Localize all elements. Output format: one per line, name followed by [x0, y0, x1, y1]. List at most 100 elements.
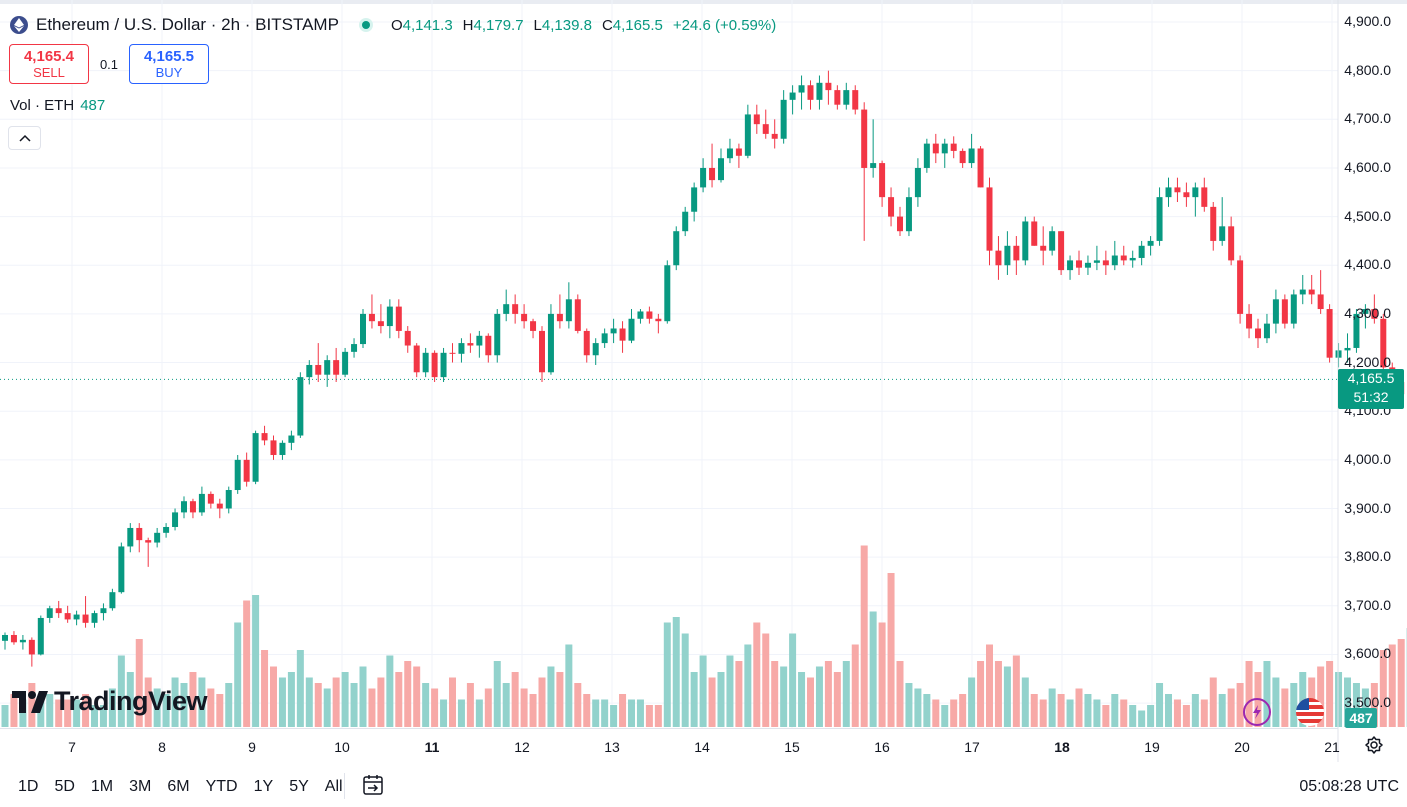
candle [1138, 240, 1145, 266]
symbol-legend: Ethereum / U.S. Dollar · 2h · BITSTAMP O… [10, 14, 776, 36]
range-button-1y[interactable]: 1Y [253, 778, 274, 795]
volume-bar [1218, 694, 1226, 727]
range-button-1m[interactable]: 1M [90, 778, 114, 795]
candle [977, 146, 984, 188]
volume-bar [82, 694, 90, 727]
volume-bar [10, 694, 18, 727]
buy-button[interactable]: 4,165.5 BUY [129, 44, 209, 84]
candle [986, 177, 993, 266]
volume-bar [422, 683, 430, 727]
candle [368, 294, 375, 329]
volume-bar [1165, 694, 1172, 727]
utc-clock[interactable]: 05:08:28 UTC [1299, 778, 1399, 795]
price-tick-label: 4,200.0 [1344, 353, 1391, 370]
candle [780, 90, 787, 144]
sell-button[interactable]: 4,165.4 SELL [9, 44, 89, 84]
settings-gear-icon[interactable] [1364, 735, 1384, 755]
volume-bar [1290, 683, 1298, 727]
volume-bar [1075, 688, 1083, 727]
volume-bar [511, 672, 519, 727]
volume-bar [323, 688, 331, 727]
ai-sparkle-icon[interactable] [1243, 698, 1271, 726]
candle [1290, 289, 1297, 329]
time-tick-label: 12 [514, 739, 530, 755]
volume-bar [117, 655, 125, 727]
symbol-title[interactable]: Ethereum / U.S. Dollar · 2h · BITSTAMP [36, 15, 339, 34]
candle [1084, 255, 1091, 275]
buy-price: 4,165.5 [143, 48, 195, 65]
volume-legend[interactable]: Vol · ETH 487 [10, 97, 105, 114]
volume-bar [108, 688, 116, 727]
candle [574, 294, 581, 334]
volume-bar [1111, 694, 1119, 727]
candle [1326, 304, 1333, 363]
candle [1147, 236, 1154, 256]
price-tick-label: 4,800.0 [1344, 61, 1391, 78]
candle [825, 70, 832, 105]
volume-bar [457, 699, 465, 727]
volume-bar [923, 694, 931, 727]
candle [1380, 313, 1387, 373]
volume-bar [601, 699, 609, 727]
range-button-1d[interactable]: 1D [18, 778, 39, 795]
range-button-3m[interactable]: 3M [129, 778, 152, 795]
candle [941, 138, 948, 168]
volume-bar [896, 661, 904, 727]
tradingview-logo[interactable]: TradingView [12, 686, 208, 717]
volume-bar [502, 683, 510, 727]
candle [118, 542, 125, 594]
candle [1344, 333, 1351, 363]
candle [136, 523, 143, 553]
range-button-ytd[interactable]: YTD [205, 778, 238, 795]
quantity-value[interactable]: 0.1 [99, 56, 119, 72]
trade-panel: 4,165.4 SELL 0.1 4,165.5 BUY [9, 44, 209, 84]
range-button-5d[interactable]: 5D [54, 778, 75, 795]
candle [1335, 343, 1342, 368]
candle [243, 452, 250, 487]
us-economic-calendar-icon[interactable] [1296, 698, 1324, 726]
go-to-date-icon[interactable] [362, 774, 384, 796]
candle [1317, 270, 1324, 314]
range-button-5y[interactable]: 5Y [289, 778, 309, 795]
volume-bar [1200, 699, 1208, 727]
candle [297, 372, 304, 438]
volume-bar [1245, 661, 1253, 727]
candle [530, 318, 537, 339]
range-button-6m[interactable]: 6M [167, 778, 190, 795]
candle [306, 360, 313, 385]
candle [628, 309, 635, 344]
volume-bar [968, 677, 976, 727]
volume-bar [234, 622, 242, 727]
price-tick-label: 3,800.0 [1344, 548, 1391, 565]
time-tick-label: 9 [248, 739, 256, 755]
candle [726, 138, 733, 164]
volume-bar [798, 672, 806, 727]
ohlc-values: O4,141.3 H4,179.7 L4,139.8 C4,165.5 +24.… [390, 16, 777, 34]
time-axis[interactable]: 7 8 9 10 11 12 13 14 15 16 17 18 19 20 21 [0, 728, 1340, 763]
candle [360, 309, 366, 348]
range-button-all[interactable]: All [324, 778, 343, 795]
candle [172, 508, 179, 531]
volume-bar [645, 705, 653, 727]
candle [351, 338, 358, 358]
volume-bar [207, 688, 215, 727]
volume-bar [950, 699, 958, 727]
volume-bar [270, 666, 277, 727]
volume-bar [547, 666, 555, 727]
candle [476, 330, 483, 358]
candle [1093, 245, 1100, 271]
candle [610, 318, 617, 344]
collapse-legend-button[interactable] [8, 126, 41, 150]
candle [1210, 202, 1217, 251]
volume-bar [842, 661, 850, 727]
candle [395, 299, 402, 339]
candle [404, 326, 411, 353]
volume-bar [440, 699, 448, 727]
candle [1040, 226, 1047, 266]
volume-bar [91, 705, 98, 727]
candle [798, 75, 805, 110]
candle [718, 148, 724, 183]
volume-bar [1102, 705, 1110, 727]
market-open-status-icon[interactable] [358, 18, 373, 32]
